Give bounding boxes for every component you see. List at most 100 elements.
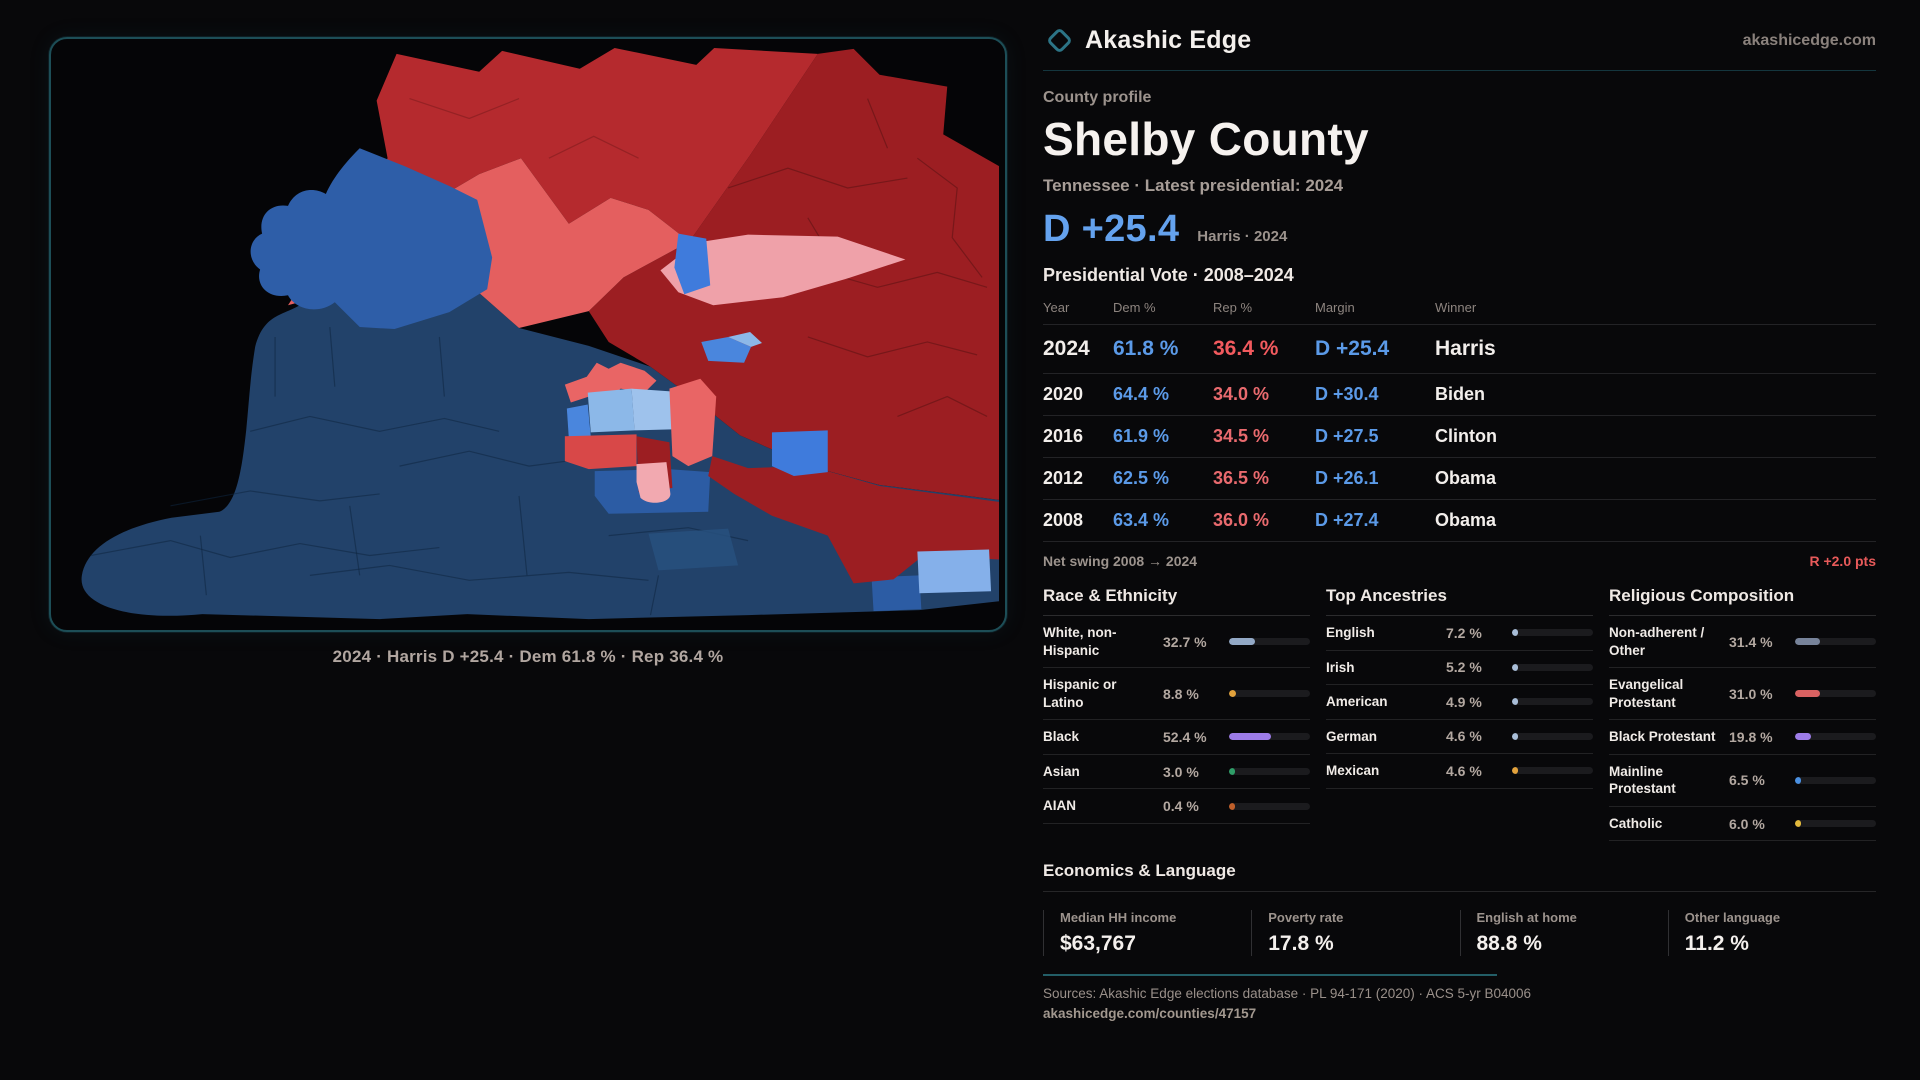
- net-swing-label: Net swing 2008 → 2024: [1043, 553, 1198, 569]
- stat-value: $63,767: [1060, 932, 1136, 956]
- demographic-row: American 4.9 %: [1326, 685, 1593, 720]
- demographic-label: American: [1326, 694, 1388, 710]
- section-eyebrow: County profile: [1043, 89, 1152, 106]
- vote-rep-pct: 36.5 %: [1213, 468, 1270, 488]
- demographic-row: Black Protestant 19.8 %: [1609, 720, 1876, 755]
- demographic-bar-track: [1795, 638, 1876, 646]
- demographic-bar-track: [1512, 663, 1593, 671]
- vote-year: 2012: [1043, 468, 1084, 488]
- precinct-map-svg: [81, 47, 1000, 620]
- demographic-value: 4.6 %: [1446, 762, 1482, 779]
- economics-title: Economics & Language: [1043, 861, 1876, 893]
- demographic-row: English 7.2 %: [1326, 616, 1593, 651]
- economics-stat: Median HH income $63,767: [1043, 910, 1251, 957]
- demographic-row: Irish 5.2 %: [1326, 651, 1593, 686]
- demographic-value: 52.4 %: [1163, 728, 1207, 745]
- map-rep-north-region: [345, 47, 818, 242]
- demographic-bar-fill: [1512, 767, 1519, 775]
- demographic-value: 6.0 %: [1729, 815, 1765, 832]
- demographic-bar-track: [1795, 690, 1876, 698]
- demographic-label: White, non-Hispanic: [1043, 625, 1117, 658]
- vote-year: 2016: [1043, 426, 1084, 446]
- demographic-value: 5.2 %: [1446, 659, 1482, 676]
- vote-winner: Obama: [1435, 468, 1497, 488]
- stat-value: 11.2 %: [1684, 932, 1749, 956]
- vote-column-header: Dem %: [1113, 300, 1156, 315]
- vote-margin: D +27.5: [1315, 426, 1379, 446]
- stat-label: English at home: [1476, 910, 1577, 926]
- vote-table-row: 2008 63.4 % 36.0 % D +27.4 Obama: [1043, 499, 1876, 541]
- demographic-bar-fill: [1229, 768, 1236, 775]
- vote-dem-pct: 64.4 %: [1113, 384, 1170, 404]
- demographic-row: Mexican 4.6 %: [1326, 754, 1593, 789]
- stat-value: 88.8 %: [1476, 932, 1542, 956]
- map-rep-weak-wedge: [660, 234, 906, 306]
- demographic-value: 7.2 %: [1446, 624, 1482, 641]
- demographic-value: 8.8 %: [1163, 685, 1199, 702]
- demographic-bar-track: [1512, 767, 1593, 775]
- map-central-cluster: [564, 233, 828, 503]
- demographic-row: Black 52.4 %: [1043, 720, 1310, 755]
- demographic-value: 31.4 %: [1729, 633, 1773, 650]
- vote-winner: Biden: [1435, 384, 1486, 404]
- economics-section: Economics & Language Median HH income $63…: [1043, 861, 1876, 957]
- stat-label: Poverty rate: [1268, 910, 1344, 926]
- vote-column-header: Rep %: [1213, 300, 1253, 315]
- demographic-bar-fill: [1512, 629, 1519, 637]
- demographic-bar-fill: [1512, 663, 1519, 671]
- demographic-label: German: [1326, 728, 1378, 744]
- vote-rep-pct: 36.4 %: [1213, 337, 1279, 360]
- demographic-label: Non-adherent / Other: [1609, 625, 1705, 658]
- demographic-bar-track: [1795, 820, 1876, 828]
- demographic-bar-track: [1229, 638, 1310, 646]
- demographic-label: Black Protestant: [1609, 729, 1716, 745]
- economics-stat: English at home 88.8 %: [1459, 910, 1668, 957]
- demographics-column-religion: Religious Composition Non-adherent / Othe…: [1609, 586, 1876, 842]
- demographic-bar-track: [1229, 733, 1310, 741]
- demographic-row: Mainline Protestant 6.5 %: [1609, 755, 1876, 807]
- demographic-label: Hispanic or Latino: [1043, 677, 1117, 710]
- net-swing-row: Net swing 2008 → 2024 R +2.0 pts: [1043, 541, 1876, 578]
- demographic-label: AIAN: [1043, 798, 1076, 814]
- demographic-value: 6.5 %: [1729, 772, 1765, 789]
- economics-stat: Poverty rate 17.8 %: [1251, 910, 1459, 957]
- demographic-bar-fill: [1512, 732, 1519, 740]
- vote-column-header: Year: [1043, 300, 1070, 315]
- vote-table-body: 2024 61.8 % 36.4 % D +25.4 Harris 2020 64.4 % 3…: [1043, 324, 1876, 541]
- demographic-bar-fill: [1795, 776, 1802, 784]
- brand-name: Akashic Edge: [1085, 26, 1252, 54]
- map-rep-lean-band: [288, 158, 690, 329]
- vote-rep-pct: 34.0 %: [1213, 384, 1270, 404]
- vote-margin: D +25.4: [1315, 337, 1390, 360]
- permalink[interactable]: akashicedge.com/counties/47157: [1043, 1006, 1257, 1022]
- demographic-row: AIAN 0.4 %: [1043, 789, 1310, 824]
- demographics-column-ancestry: Top Ancestries English 7.2 % Irish 5.2 % Amer…: [1326, 586, 1593, 841]
- economics-stats: Median HH income $63,767 Poverty rate 17.8 …: [1043, 910, 1876, 957]
- demographic-label: Mainline Protestant: [1609, 763, 1676, 797]
- demographic-label: Evangelical Protestant: [1609, 677, 1684, 710]
- vote-table-title: Presidential Vote · 2008–2024: [1043, 265, 1294, 285]
- site-link[interactable]: akashicedge.com: [1742, 31, 1876, 49]
- demographic-bar-fill: [1795, 638, 1821, 646]
- demographic-label: Catholic: [1609, 815, 1663, 831]
- demographic-value: 31.0 %: [1729, 685, 1773, 702]
- stat-value: 17.8 %: [1268, 932, 1334, 956]
- vote-rep-pct: 36.0 %: [1213, 510, 1270, 530]
- vote-dem-pct: 61.9 %: [1113, 426, 1170, 446]
- demographic-bar-fill: [1512, 698, 1519, 706]
- demographic-label: Irish: [1326, 659, 1355, 675]
- vote-winner: Obama: [1435, 510, 1497, 530]
- demographic-value: 0.4 %: [1163, 798, 1199, 815]
- demographic-bar-fill: [1795, 820, 1802, 828]
- headline-margin-block: D +25.4 Harris · 2024: [1043, 208, 1876, 251]
- demographic-value: 3.0 %: [1163, 763, 1199, 780]
- map-dem-se-precinct: [917, 549, 992, 594]
- demographic-bar-track: [1795, 776, 1876, 784]
- column-title-religion: Religious Composition: [1609, 586, 1876, 616]
- vote-year: 2024: [1043, 337, 1090, 360]
- vote-table-row: 2020 64.4 % 34.0 % D +30.4 Biden: [1043, 373, 1876, 415]
- demographic-bar-fill: [1229, 690, 1237, 698]
- map-precinct-lines-red: [727, 98, 988, 417]
- vote-column-header: Winner: [1435, 300, 1477, 315]
- demographic-bar-track: [1512, 629, 1593, 637]
